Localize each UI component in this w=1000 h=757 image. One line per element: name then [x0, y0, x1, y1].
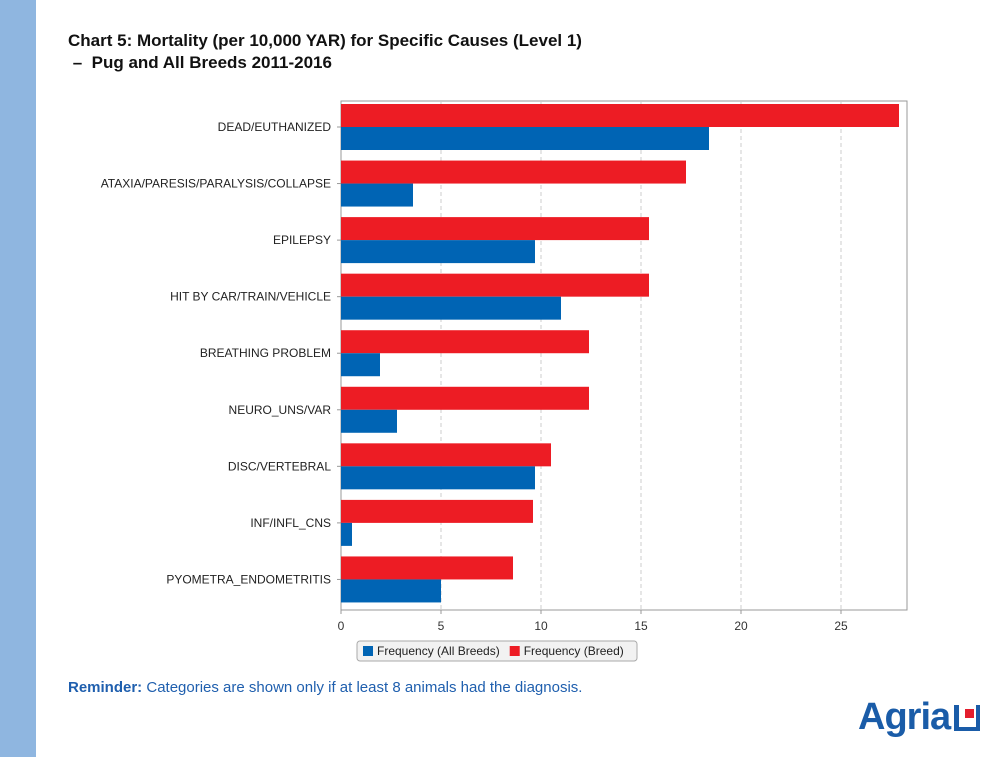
legend-label: Frequency (Breed): [524, 644, 624, 658]
bar-breed: [341, 330, 589, 354]
x-tick-label: 0: [338, 619, 345, 633]
category-label: BREATHING PROBLEM: [200, 346, 331, 360]
bar-breed: [341, 443, 551, 467]
bar-all-breeds: [341, 579, 441, 603]
bar-breed: [341, 217, 649, 241]
x-tick-label: 20: [734, 619, 748, 633]
category-label: DISC/VERTEBRAL: [228, 459, 331, 473]
category-label: EPILEPSY: [273, 233, 331, 247]
reminder-text: Categories are shown only if at least 8 …: [142, 679, 583, 696]
category-label: INF/INFL_CNS: [250, 516, 331, 530]
bar-breed: [341, 556, 513, 580]
chart-title: Chart 5: Mortality (per 10,000 YAR) for …: [68, 30, 582, 74]
bar-all-breeds: [341, 127, 709, 150]
agria-logo: Agria: [858, 696, 981, 739]
decorative-side-band: [0, 0, 36, 757]
category-label: PYOMETRA_ENDOMETRITIS: [166, 572, 331, 586]
reminder-label: Reminder:: [68, 679, 143, 696]
category-label: HIT BY CAR/TRAIN/VEHICLE: [170, 290, 331, 304]
logo-mark-icon: [954, 705, 981, 731]
plot-area: [340, 100, 908, 611]
title-line-1: Chart 5: Mortality (per 10,000 YAR) for …: [68, 31, 582, 50]
title-line-2: – Pug and All Breeds 2011-2016: [68, 53, 332, 72]
category-label: DEAD/EUTHANIZED: [218, 120, 332, 134]
bar-all-breeds: [341, 296, 561, 320]
bar-breed: [341, 160, 686, 184]
bar-all-breeds: [341, 353, 380, 377]
x-tick-label: 5: [438, 619, 445, 633]
legend: [356, 640, 638, 662]
bar-breed: [341, 104, 899, 127]
x-tick-label: 25: [834, 619, 848, 633]
bar-all-breeds: [341, 522, 352, 546]
legend-swatch: [363, 646, 373, 656]
legend-swatch: [509, 646, 520, 656]
bar-breed: [341, 386, 589, 410]
reminder-note: Reminder: Categories are shown only if a…: [68, 679, 582, 696]
bar-all-breeds: [341, 466, 535, 490]
category-label: NEURO_UNS/VAR: [229, 403, 332, 417]
x-tick-label: 10: [534, 619, 548, 633]
category-label: ATAXIA/PARESIS/PARALYSIS/COLLAPSE: [101, 177, 331, 191]
bar-all-breeds: [341, 183, 413, 207]
x-tick-label: 15: [634, 619, 648, 633]
legend-label: Frequency (All Breeds): [377, 644, 500, 658]
bar-breed: [341, 499, 533, 523]
logo-text: Agria: [858, 696, 951, 738]
bar-all-breeds: [341, 409, 397, 433]
bar-breed: [341, 273, 649, 297]
bar-all-breeds: [341, 240, 535, 264]
